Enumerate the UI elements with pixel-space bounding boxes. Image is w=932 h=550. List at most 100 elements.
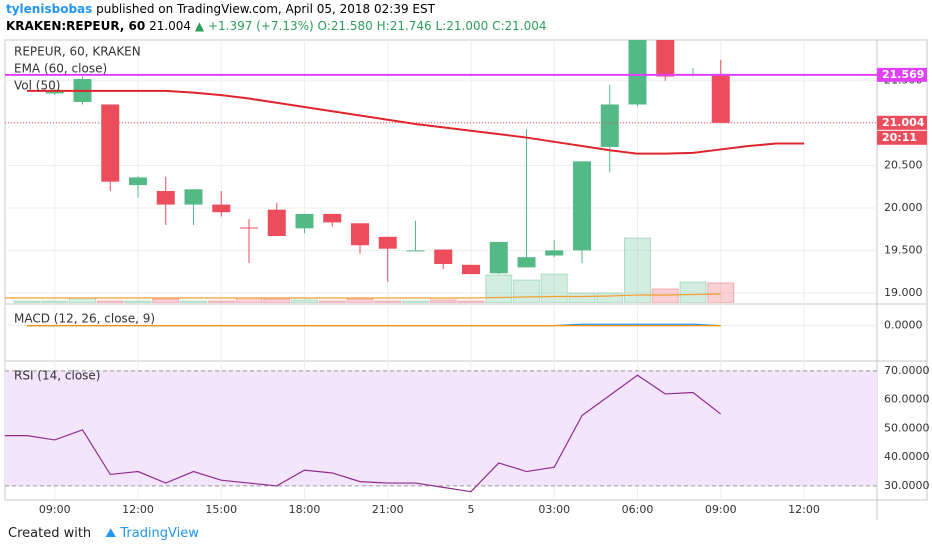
volume-bar (596, 292, 624, 303)
x-tick-label: 21:00 (372, 503, 404, 516)
x-tick-label: 09:00 (39, 503, 71, 516)
x-tick-label: 09:00 (705, 503, 737, 516)
volume-bar (96, 300, 124, 303)
ohlc: L:21.000 (435, 19, 489, 33)
rsi-line (5, 374, 722, 493)
price-label: 21.004 (882, 116, 925, 129)
y-tick-label: 70.0000 (884, 364, 930, 377)
volume-bar (235, 297, 263, 303)
candle-body (378, 236, 397, 249)
volume-bar (207, 300, 235, 303)
rsi-band (5, 370, 877, 486)
last: 21.004 (149, 19, 192, 33)
x-tick-label: 15:00 (205, 503, 237, 516)
volume-bar (41, 300, 69, 303)
countdown-box (877, 130, 927, 145)
volume-bar (291, 299, 318, 303)
volume-bar (318, 300, 346, 303)
frame (4, 39, 928, 501)
ohlc: H:21.746 (376, 19, 432, 33)
ema-line (27, 89, 804, 155)
candle-body (517, 257, 536, 268)
volume-bar (429, 299, 457, 303)
volume-bar (540, 273, 568, 303)
y-tick-label: 0.0000 (884, 319, 923, 332)
volume-bar (707, 282, 735, 303)
candle-body (184, 189, 203, 205)
y-tick-label: 40.0000 (884, 450, 930, 463)
x-tick-label: 5 (468, 503, 475, 516)
x-tick-label: 18:00 (289, 503, 321, 516)
pane-title: REPEUR, 60, KRAKEN (14, 45, 141, 59)
volume-bar (374, 300, 402, 303)
published: published on TradingView.com, April 05, … (92, 2, 435, 16)
x-tick-label: 12:00 (788, 503, 820, 516)
ohlc: C:21.004 (492, 19, 547, 33)
x-tick-label: 12:00 (122, 503, 154, 516)
ohlc: O:21.580 (317, 19, 373, 33)
y-tick-label: 30.0000 (884, 479, 930, 492)
volume-ma-line (5, 293, 721, 299)
candle-body (45, 91, 64, 94)
symbol-line: KRAKEN:REPEUR, 60 21.004 ▲ +1.397 (+7.13… (6, 19, 547, 33)
price-label-box (877, 115, 927, 130)
x-tick-label: 06:00 (622, 503, 654, 516)
volume-bar (124, 300, 152, 303)
volume-bar (263, 298, 291, 303)
candle-body (101, 104, 120, 182)
volume-bar (152, 298, 180, 303)
pane-title: MACD (12, 26, close, 9) (14, 312, 155, 326)
change: ▲ +1.397 (+7.13%) (194, 19, 314, 33)
candle-body (545, 250, 564, 256)
y-tick-label: 60.0000 (884, 393, 930, 406)
countdown: 20:11 (882, 131, 917, 144)
volume-bar (346, 298, 374, 303)
volume-bar (457, 300, 485, 303)
y-tick-label: 20.000 (884, 201, 923, 214)
candle-body (462, 264, 480, 275)
volume-bar (513, 279, 540, 303)
volume-bar (180, 300, 207, 303)
candle-body (656, 40, 675, 77)
candle-body (628, 40, 647, 105)
candle-body (434, 249, 453, 264)
brand[interactable]: ⛰ TradingView (105, 526, 199, 541)
footer: Created with ⛰ TradingView (8, 526, 199, 541)
candle-body (323, 213, 342, 223)
y-tick-label: 19.000 (884, 286, 923, 299)
candle-body (129, 177, 147, 186)
candle-body (267, 209, 286, 236)
candle-body (711, 73, 730, 123)
publish-line: tylenisbobas published on TradingView.co… (6, 2, 435, 16)
volume-bar (679, 281, 707, 303)
price-label: 21.569 (882, 68, 924, 81)
candle-body (212, 204, 231, 213)
volume-bar (402, 300, 429, 303)
volume-bar (651, 288, 679, 303)
candle-body (240, 227, 258, 229)
y-tick-label: 19.500 (884, 243, 923, 256)
author[interactable]: tylenisbobas (6, 2, 93, 16)
pane-title: RSI (14, close) (14, 369, 100, 383)
candle-body (406, 250, 425, 252)
volume-bar (485, 274, 513, 303)
pane-title: Vol (50) (14, 79, 60, 93)
symbol: KRAKEN:REPEUR, 60 (6, 19, 146, 33)
volume-bar (624, 237, 651, 303)
pane-title: EMA (60, close) (14, 62, 107, 76)
price-label-box (877, 67, 927, 82)
chart: 09:00 12:00 15:00 18:00 21:00 5 03:00 06:00 09:0… (4, 39, 930, 520)
volume-bar (69, 297, 96, 303)
candle-body (489, 241, 508, 274)
candle-body (295, 213, 314, 229)
x-tick-label: 03:00 (538, 503, 570, 516)
y-tick-label: 20.500 (884, 159, 923, 172)
volume-bar (568, 292, 596, 303)
volume-bar (13, 300, 41, 303)
candle-body (573, 161, 591, 251)
candle-body (600, 104, 619, 147)
candle-body (351, 223, 369, 246)
candle-body (156, 191, 175, 205)
y-tick-label: 50.0000 (884, 421, 930, 434)
